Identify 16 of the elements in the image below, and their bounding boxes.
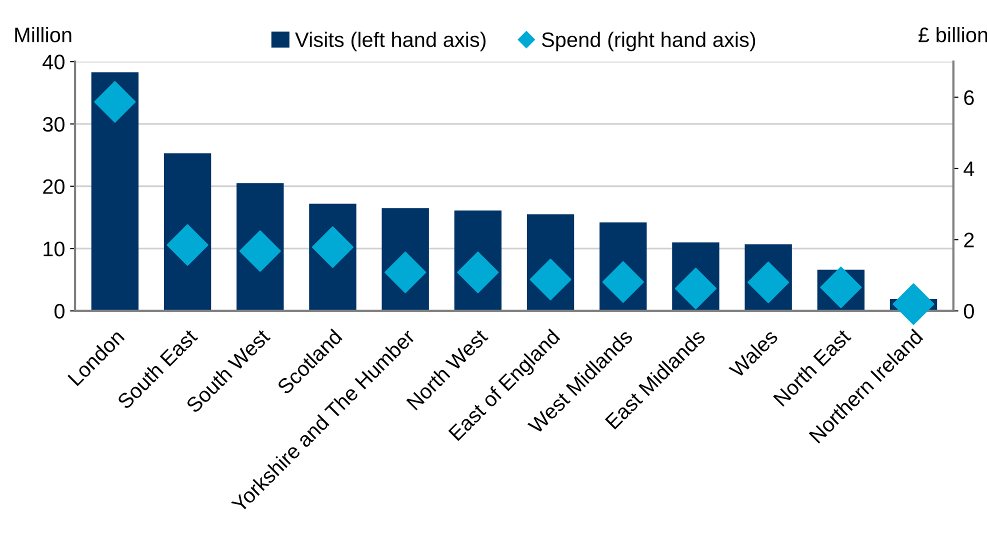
legend-label: Visits (left hand axis) xyxy=(295,32,486,52)
y-tick-label: 20 xyxy=(43,179,64,194)
point xyxy=(94,81,136,123)
y-tick-label: 30 xyxy=(42,116,64,132)
y2-tick-label: 6 xyxy=(964,90,974,105)
y-axis-title: Million xyxy=(15,27,72,42)
legend-label: Spend (right hand axis) xyxy=(542,32,756,52)
y-tick-label: 0 xyxy=(54,304,64,319)
y2-tick-label: 2 xyxy=(964,232,974,248)
point xyxy=(892,283,934,325)
y-tick-label: 40 xyxy=(42,54,64,70)
bar xyxy=(91,72,139,311)
y-tick-label: 10 xyxy=(44,242,64,256)
y2-tick-label: 0 xyxy=(964,304,974,319)
y2-tick-label: 4 xyxy=(964,162,974,176)
y2-axis-title: £ billion xyxy=(918,27,987,42)
